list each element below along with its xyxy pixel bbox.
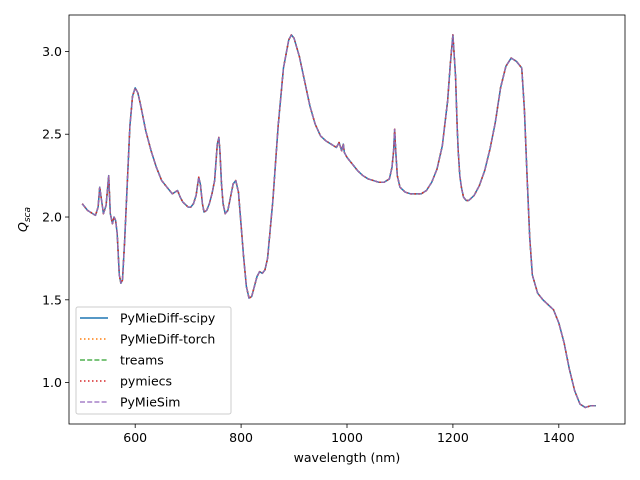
y-tick-label: 2.0 [42, 210, 62, 225]
x-ticks: 600 800 1000 1200 1400 [123, 424, 575, 445]
legend-label: treams [120, 353, 164, 368]
y-tick-label: 1.0 [42, 375, 62, 390]
x-axis-label: wavelength (nm) [294, 450, 401, 465]
y-axis-label-sub: sca [23, 207, 33, 222]
x-tick-label: 800 [229, 430, 253, 445]
x-tick-label: 1200 [437, 430, 469, 445]
x-tick-label: 1400 [543, 430, 575, 445]
legend-label: PyMieSim [120, 395, 180, 410]
x-tick-label: 600 [123, 430, 147, 445]
series-layer [81, 34, 596, 409]
x-tick-label: 1000 [331, 430, 363, 445]
series-line-pymiecs [81, 34, 596, 409]
legend-label: PyMieDiff-torch [120, 332, 215, 347]
legend-label: pymiecs [120, 374, 172, 389]
legend: PyMieDiff-scipy PyMieDiff-torch treams pymi… [75, 306, 232, 415]
y-ticks: 1.0 1.5 2.0 2.5 3.0 [42, 44, 69, 390]
y-tick-label: 1.5 [42, 292, 62, 307]
legend-frame [75, 306, 232, 415]
legend-label: PyMieDiff-scipy [120, 311, 216, 326]
series-line-pymiesim [81, 34, 596, 409]
y-tick-label: 3.0 [42, 44, 62, 59]
y-tick-label: 2.5 [42, 127, 62, 142]
y-axis-label: Qsca [15, 207, 33, 232]
y-axis-label-main: Q [15, 222, 30, 232]
